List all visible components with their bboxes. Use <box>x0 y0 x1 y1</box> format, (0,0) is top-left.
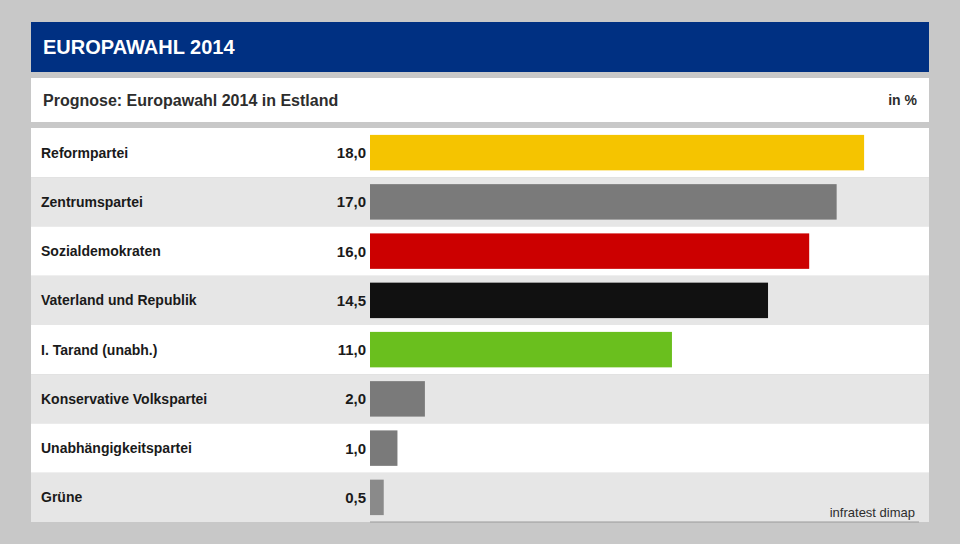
bar <box>370 430 397 465</box>
category-label: Reformpartei <box>41 145 128 161</box>
value-label: 18,0 <box>337 144 366 161</box>
row-background <box>31 424 929 473</box>
chart-svg: EUROPAWAHL 2014 Prognose: Europawahl 2014… <box>0 0 960 544</box>
category-label: Vaterland und Republik <box>41 292 197 308</box>
source-note: infratest dimap <box>830 505 915 520</box>
title: EUROPAWAHL 2014 <box>43 36 235 58</box>
bar <box>370 332 672 367</box>
bar <box>370 283 768 318</box>
row-background <box>31 374 929 423</box>
bar <box>370 135 864 170</box>
subtitle-row <box>31 78 929 122</box>
value-label: 0,5 <box>345 489 366 506</box>
category-label: Zentrumspartei <box>41 194 143 210</box>
bar <box>370 233 809 268</box>
bars <box>370 135 864 515</box>
row-background <box>31 276 929 325</box>
x-axis-line <box>370 522 919 523</box>
row-background <box>31 128 929 177</box>
category-label: Konservative Volkspartei <box>41 391 207 407</box>
rows <box>31 128 929 522</box>
row-background <box>31 473 929 522</box>
category-label: Sozialdemokraten <box>41 243 161 259</box>
value-label: 1,0 <box>345 440 366 457</box>
bar <box>370 184 837 219</box>
bar <box>370 381 425 416</box>
value-label: 16,0 <box>337 243 366 260</box>
category-label: I. Tarand (unabh.) <box>41 342 157 358</box>
chart-container: EUROPAWAHL 2014 Prognose: Europawahl 2014… <box>0 0 960 544</box>
subtitle: Prognose: Europawahl 2014 in Estland <box>43 92 338 109</box>
value-label: 14,5 <box>337 292 366 309</box>
labels: Reformpartei 18,0 Zentrumspartei 17,0 Sozial… <box>41 144 915 520</box>
unit-label: in % <box>888 92 917 108</box>
value-label: 11,0 <box>338 341 366 358</box>
category-label: Grüne <box>41 489 82 505</box>
row-background <box>31 177 929 226</box>
value-label: 2,0 <box>345 390 366 407</box>
row-background <box>31 325 929 374</box>
row-background <box>31 227 929 276</box>
bar <box>370 480 384 515</box>
category-label: Unabhängigkeitspartei <box>41 440 192 456</box>
value-label: 17,0 <box>337 193 366 210</box>
title-banner <box>31 22 929 72</box>
